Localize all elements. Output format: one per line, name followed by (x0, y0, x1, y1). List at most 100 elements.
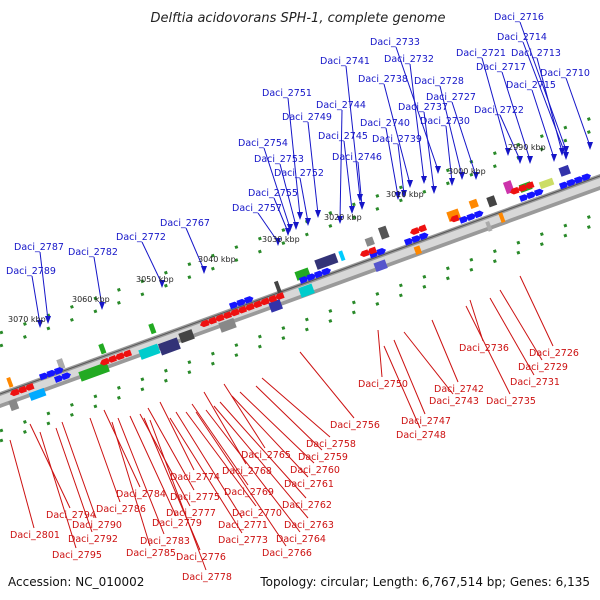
tick-label: 3040 kbp (198, 255, 236, 264)
connector-line (409, 63, 425, 181)
connector-line (93, 256, 103, 307)
gene-features (6, 164, 592, 412)
reverse-gene-label: Daci_2763 (284, 520, 334, 531)
forward-gene-label: Daci_2732 (384, 54, 434, 65)
forward-gene-label: Daci_2738 (358, 74, 408, 85)
reverse-gene-arrows (200, 292, 285, 328)
feature-block (138, 343, 161, 360)
forward-gene-label: Daci_2713 (511, 48, 561, 59)
forward-gene-label: Daci_2782 (68, 247, 118, 258)
connector-arrow (431, 186, 437, 194)
forward-gene-arrows (458, 210, 484, 224)
reverse-gene-label: Daci_2801 (10, 530, 60, 541)
tick-label: 3030 kbp (262, 235, 300, 244)
reverse-gene-label: Daci_2783 (140, 536, 190, 547)
forward-gene-label: Daci_2789 (6, 266, 56, 277)
feature-block (538, 177, 555, 190)
forward-gene-arrows (298, 267, 332, 284)
connector-arrow (527, 156, 533, 164)
reverse-gene-label: Daci_2792 (68, 534, 118, 545)
connector-arrow (449, 178, 455, 186)
feature-block (377, 225, 390, 240)
reverse-gene-label: Daci_2759 (298, 452, 348, 463)
reverse-gene-label: Daci_2750 (358, 379, 408, 390)
forward-gene-label: Daci_2716 (494, 12, 544, 23)
connector-line (39, 251, 49, 321)
reverse-gene-label: Daci_2761 (284, 479, 334, 490)
connector-line (257, 212, 279, 243)
feature-block (373, 259, 388, 272)
map-title: Delftia acidovorans SPH-1, complete geno… (150, 11, 445, 26)
reverse-gene-label: Daci_2756 (330, 420, 380, 431)
connector-line (339, 109, 343, 221)
connector-arrow (435, 166, 441, 174)
connector-line (205, 409, 301, 533)
connector-line (175, 411, 243, 519)
connector-line (31, 275, 41, 325)
connector-line (299, 351, 355, 419)
feature-block (178, 329, 195, 344)
connector-line (231, 395, 309, 478)
reverse-gene-label: Daci_2777 (166, 508, 216, 519)
reverse-gene-label: Daci_2776 (176, 552, 226, 563)
forward-gene-label: Daci_2772 (116, 232, 166, 243)
connector-line (191, 403, 249, 486)
connector-line (536, 57, 563, 153)
tick-label: 3010 kbp (386, 190, 424, 199)
connector-line (489, 297, 535, 376)
connector-line (385, 127, 399, 197)
connector-line (223, 383, 266, 449)
connector-line (395, 46, 439, 171)
reverse-gene-label: Daci_2784 (116, 489, 166, 500)
connector-arrow (421, 176, 427, 184)
connector-line (141, 241, 163, 285)
forward-gene-label: Daci_2715 (506, 80, 556, 91)
feature-block (558, 164, 571, 177)
connector-line (55, 427, 93, 533)
coordinate-ticks: 2990 kbp 3000 kbp 3010 kbp 3020 kbp 3030 kbp… (8, 143, 546, 324)
connector-line (149, 419, 207, 571)
forward-gene-label: Daci_2722 (474, 105, 524, 116)
connector-arrow (359, 202, 365, 210)
connector-arrow (99, 302, 105, 310)
forward-gene-label: Daci_2737 (398, 102, 448, 113)
connector-line (263, 147, 291, 229)
forward-gene-arrows (518, 188, 544, 202)
connector-line (403, 331, 454, 395)
reverse-gene-label: Daci_2760 (290, 465, 340, 476)
reverse-gene-label: Daci_2794 (46, 510, 96, 521)
tick-label: 3050 kbp (136, 275, 174, 284)
feature-block (28, 387, 47, 401)
reverse-gene-arrows (100, 349, 133, 366)
forward-gene-label: Daci_2714 (497, 32, 547, 43)
connector-line (159, 401, 195, 471)
connector-line (89, 417, 121, 503)
connector-line (481, 57, 509, 153)
connector-line (501, 71, 531, 161)
connector-line (565, 77, 591, 147)
forward-gene-arrows (228, 296, 254, 310)
connector-arrow (201, 266, 207, 274)
forward-gene-label: Daci_2730 (420, 116, 470, 127)
connector-arrow (395, 192, 401, 200)
feature-block (314, 252, 339, 270)
connector-line (117, 417, 165, 535)
feature-block (6, 377, 14, 388)
feature-block (148, 323, 157, 335)
connector-line (439, 85, 463, 177)
connector-line (29, 423, 71, 509)
connector-line (377, 329, 383, 378)
connector-line (519, 275, 554, 347)
connector-arrow (587, 142, 593, 150)
feature-block (485, 221, 493, 232)
connector-arrow (459, 172, 465, 180)
feature-block (8, 398, 20, 412)
connector-line (299, 177, 309, 223)
reverse-gene-label: Daci_2743 (429, 396, 479, 407)
connector-line (499, 289, 543, 361)
reverse-gene-label: Daci_2742 (434, 384, 484, 395)
forward-gene-label: Daci_2727 (426, 92, 476, 103)
accession-label: Accession: NC_010002 (8, 575, 144, 589)
reverse-gene-label: Daci_2785 (126, 548, 176, 559)
